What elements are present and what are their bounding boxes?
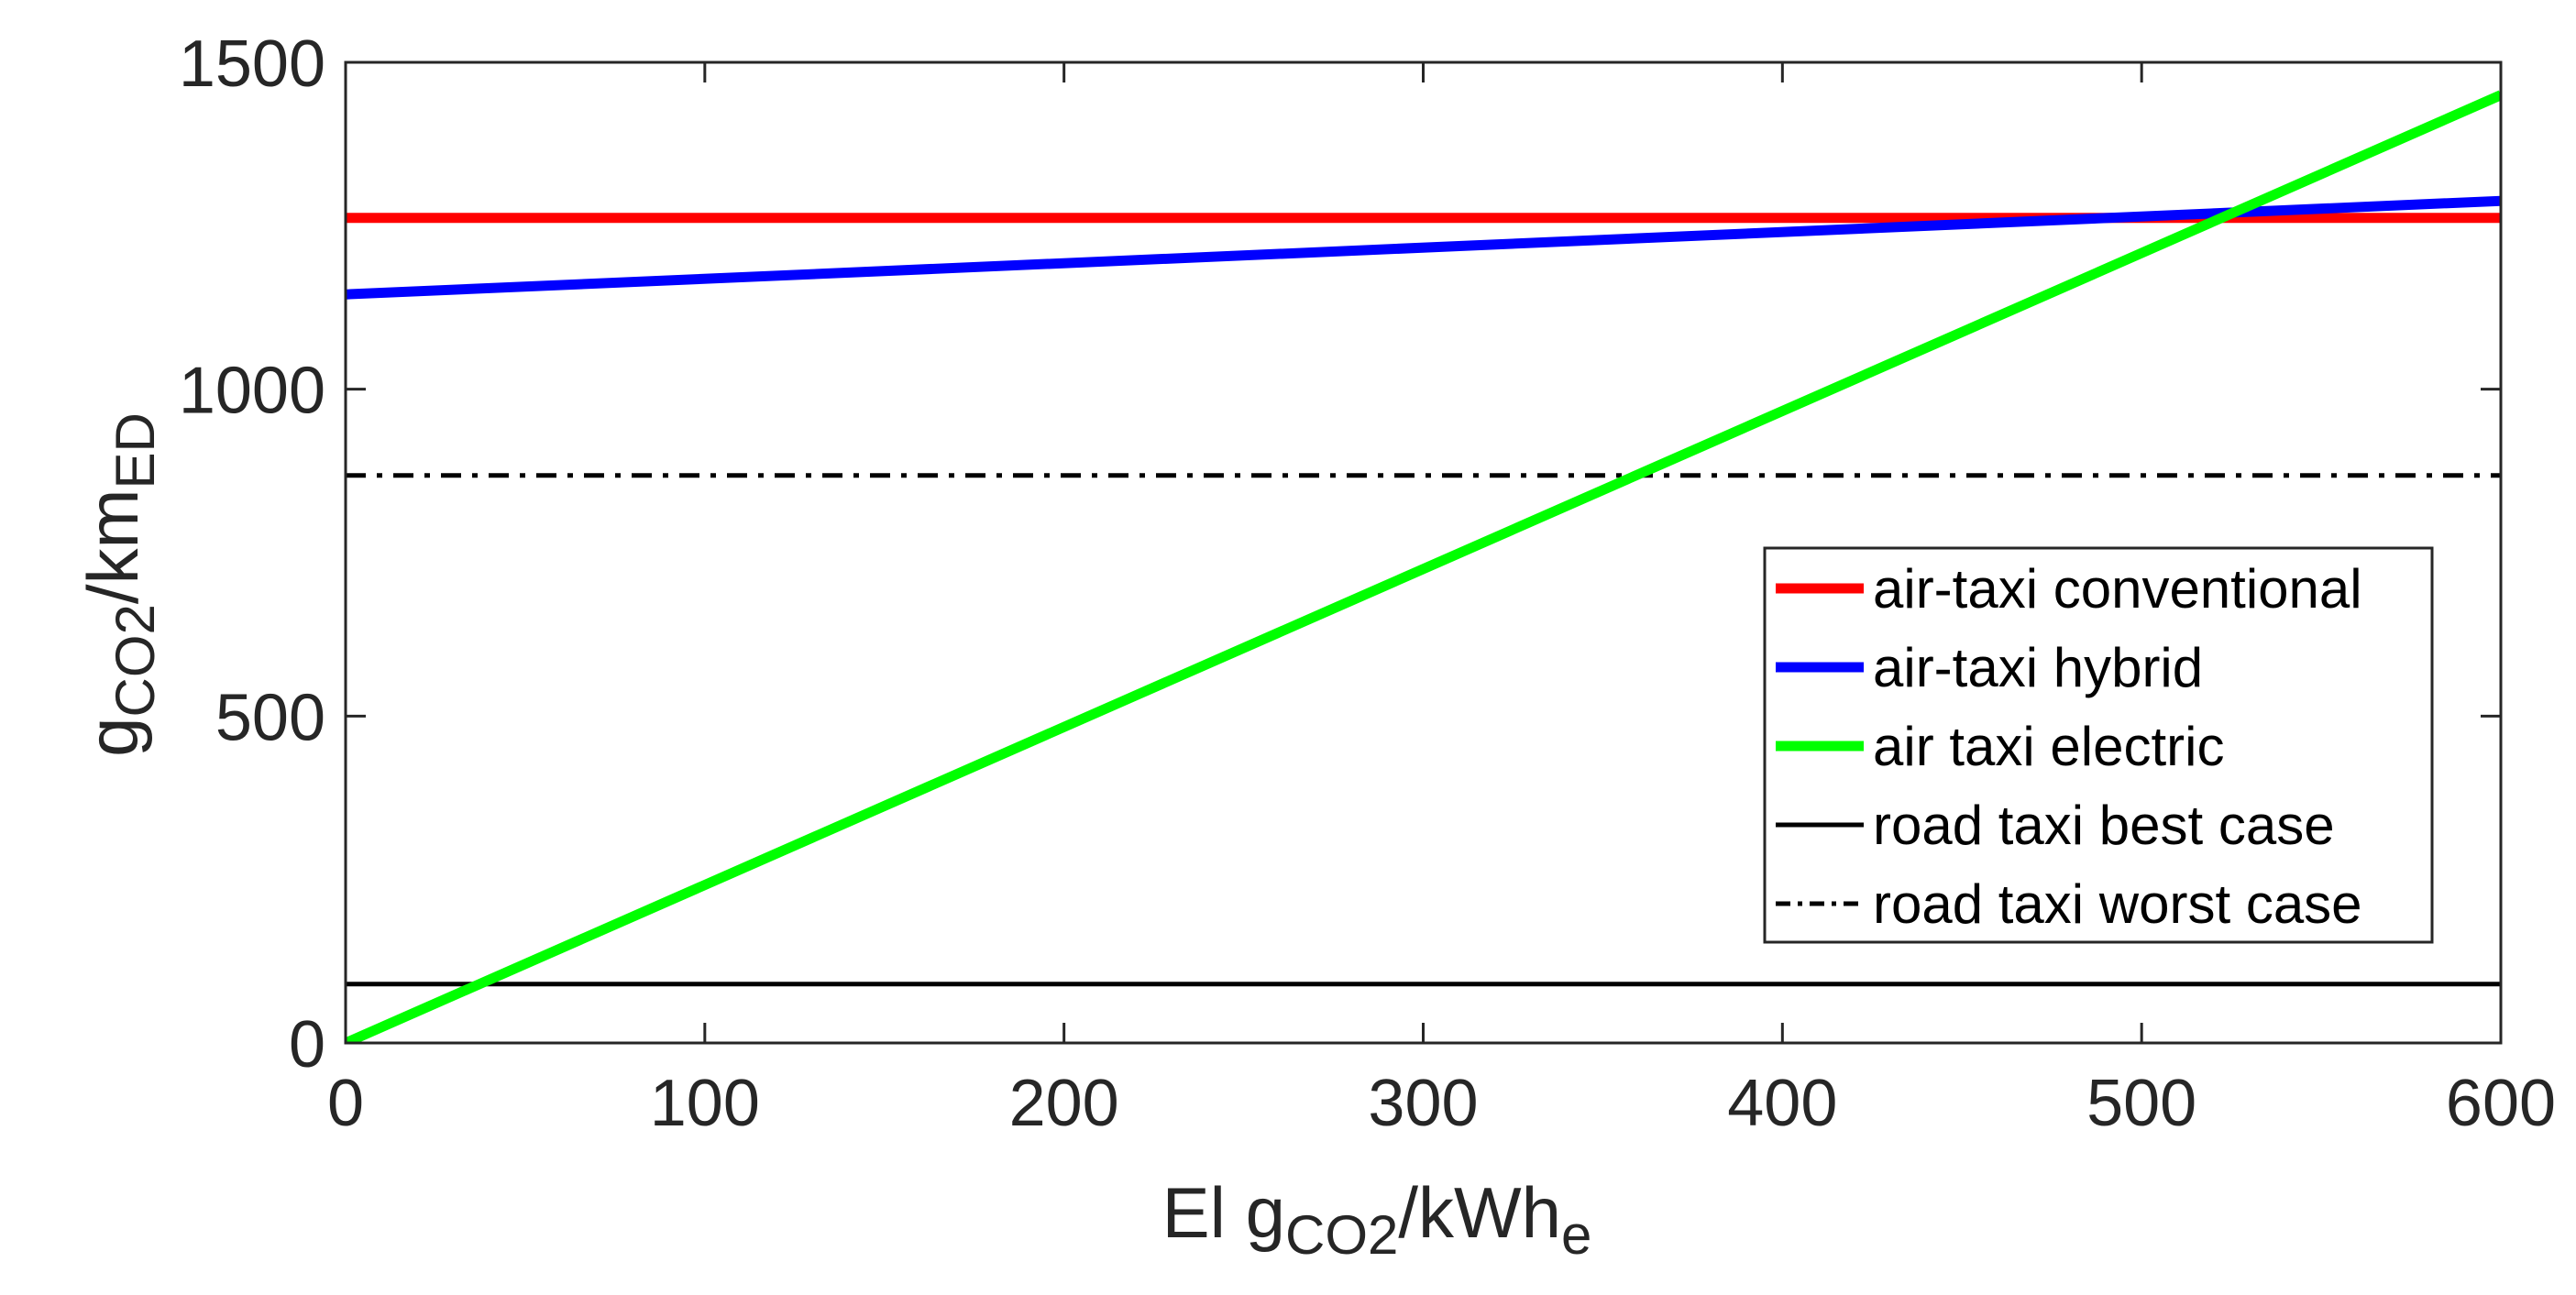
legend-box — [1763, 546, 2434, 944]
legend-label: air taxi electric — [1873, 716, 2224, 777]
x-tick-label: 300 — [1368, 1067, 1478, 1140]
legend-label: air-taxi conventional — [1873, 558, 2362, 620]
x-tick-label: 600 — [2446, 1067, 2556, 1140]
y-axis-label: gCO2/kmED — [72, 412, 166, 757]
legend-label: air-taxi hybrid — [1873, 637, 2203, 698]
x-tick-label: 0 — [327, 1067, 364, 1140]
y-tick-label: 1500 — [179, 27, 325, 101]
legend: air-taxi conventional air-taxi hybrid air … — [1763, 546, 2434, 944]
x-axis-label: El gCO2/kWhe — [1162, 1172, 1592, 1266]
x-tick-label: 400 — [1727, 1067, 1837, 1140]
series-line-air-taxi-hybrid — [346, 195, 2501, 300]
ticks-layer: 0 100 200 300 400 500 600 0 500 1000 1500 — [179, 27, 2556, 1140]
legend-label: road taxi worst case — [1873, 873, 2362, 935]
x-tick-label: 200 — [1009, 1067, 1119, 1140]
legend-label: road taxi best case — [1873, 795, 2335, 856]
series-layer — [346, 90, 2501, 1043]
y-tick-label: 500 — [215, 681, 325, 754]
y-tick-label: 0 — [289, 1008, 325, 1081]
x-tick-label: 500 — [2086, 1067, 2196, 1140]
y-tick-label: 1000 — [179, 355, 325, 428]
series-line-air-taxi-electric — [346, 90, 2501, 1043]
x-tick-label: 100 — [650, 1067, 760, 1140]
